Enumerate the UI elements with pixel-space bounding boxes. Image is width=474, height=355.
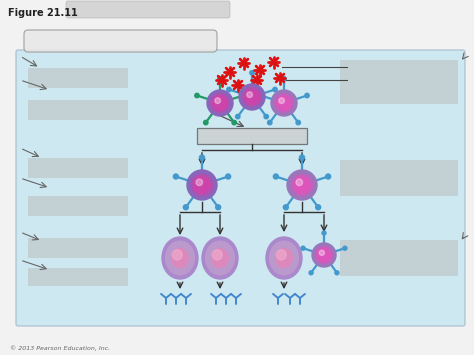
Circle shape — [274, 94, 293, 113]
FancyBboxPatch shape — [197, 128, 307, 144]
Circle shape — [191, 174, 213, 196]
FancyBboxPatch shape — [28, 158, 128, 178]
Circle shape — [226, 174, 231, 179]
Text: © 2013 Pearson Education, Inc.: © 2013 Pearson Education, Inc. — [10, 345, 110, 351]
Circle shape — [196, 179, 202, 186]
FancyBboxPatch shape — [16, 50, 465, 326]
Circle shape — [187, 170, 217, 200]
Circle shape — [318, 248, 330, 262]
Circle shape — [212, 250, 222, 260]
Circle shape — [296, 179, 302, 186]
Circle shape — [319, 250, 325, 256]
FancyBboxPatch shape — [340, 160, 458, 196]
Ellipse shape — [162, 237, 198, 279]
Ellipse shape — [165, 241, 194, 275]
Circle shape — [296, 120, 301, 125]
Text: Figure 21.11: Figure 21.11 — [8, 8, 78, 18]
Circle shape — [195, 93, 199, 98]
Circle shape — [264, 114, 268, 119]
Circle shape — [322, 231, 326, 235]
Ellipse shape — [270, 241, 299, 275]
Circle shape — [268, 120, 272, 125]
Ellipse shape — [276, 248, 292, 267]
Circle shape — [215, 98, 220, 104]
Circle shape — [232, 120, 237, 125]
Circle shape — [259, 93, 263, 98]
Circle shape — [294, 177, 310, 193]
Circle shape — [316, 205, 321, 210]
Circle shape — [200, 155, 204, 160]
Ellipse shape — [172, 248, 188, 267]
Circle shape — [243, 88, 261, 106]
Circle shape — [309, 271, 313, 275]
Circle shape — [301, 246, 305, 250]
Circle shape — [326, 174, 331, 179]
Circle shape — [236, 114, 240, 119]
Circle shape — [315, 246, 333, 264]
Ellipse shape — [206, 241, 235, 275]
Circle shape — [250, 71, 254, 75]
Circle shape — [291, 174, 313, 196]
Circle shape — [282, 77, 286, 81]
FancyBboxPatch shape — [340, 60, 458, 104]
Circle shape — [218, 77, 222, 81]
Circle shape — [207, 90, 233, 116]
FancyBboxPatch shape — [28, 196, 128, 216]
FancyBboxPatch shape — [340, 240, 458, 276]
Circle shape — [194, 177, 210, 193]
Circle shape — [271, 90, 297, 116]
Circle shape — [172, 250, 182, 260]
Ellipse shape — [266, 237, 302, 279]
Circle shape — [273, 87, 277, 92]
Circle shape — [183, 205, 188, 210]
Circle shape — [283, 205, 288, 210]
Circle shape — [305, 93, 309, 98]
Circle shape — [241, 93, 245, 98]
Ellipse shape — [202, 237, 238, 279]
FancyBboxPatch shape — [28, 100, 128, 120]
Circle shape — [277, 96, 291, 110]
FancyBboxPatch shape — [28, 238, 128, 258]
Circle shape — [300, 155, 304, 160]
FancyBboxPatch shape — [66, 1, 230, 18]
Circle shape — [247, 92, 253, 98]
FancyBboxPatch shape — [24, 30, 217, 52]
Circle shape — [213, 96, 227, 110]
Ellipse shape — [212, 248, 228, 267]
FancyBboxPatch shape — [28, 68, 128, 88]
Circle shape — [312, 243, 336, 267]
Circle shape — [276, 250, 286, 260]
Circle shape — [343, 246, 347, 250]
Circle shape — [173, 174, 178, 179]
Circle shape — [273, 174, 278, 179]
Circle shape — [279, 98, 284, 104]
Circle shape — [216, 205, 221, 210]
Circle shape — [335, 271, 339, 275]
Circle shape — [210, 94, 229, 113]
Circle shape — [245, 90, 259, 104]
Circle shape — [227, 87, 231, 92]
Circle shape — [203, 120, 208, 125]
FancyBboxPatch shape — [28, 268, 128, 286]
Circle shape — [239, 84, 265, 110]
Circle shape — [287, 170, 317, 200]
